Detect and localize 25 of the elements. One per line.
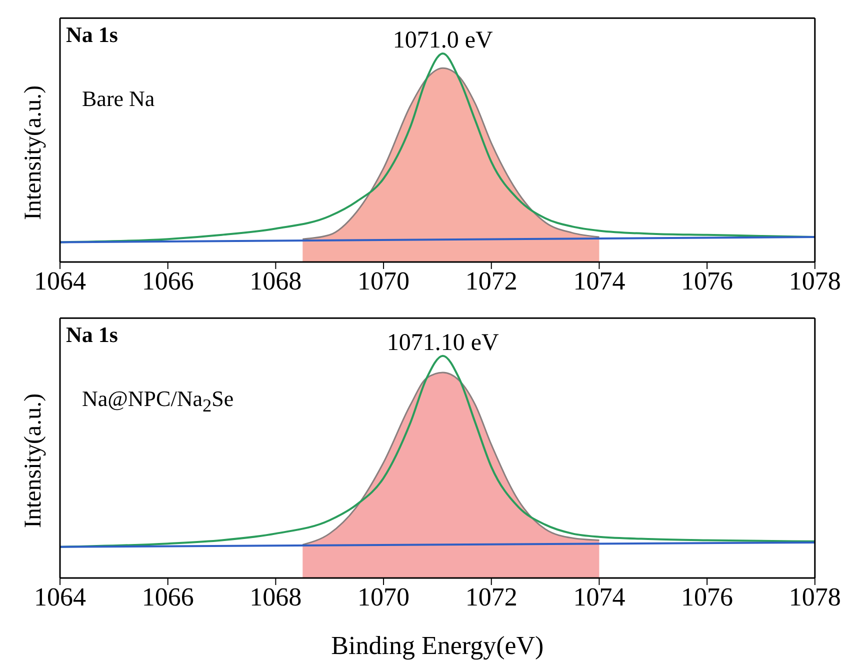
x-tick-label: 1064 [34, 266, 86, 296]
x-tick-label: 1064 [34, 582, 86, 612]
x-tick-label: 1074 [573, 582, 626, 612]
x-tick-label: 1076 [681, 582, 734, 612]
x-tick-label: 1066 [142, 266, 194, 296]
y-axis-title: Intensity(a.u.) [20, 85, 47, 220]
x-tick-label: 1072 [465, 266, 518, 296]
chart-title: Na 1s [66, 22, 118, 48]
x-tick-label: 1072 [465, 582, 518, 612]
x-tick-label: 1078 [788, 582, 841, 612]
x-axis-title: Binding Energy(eV) [331, 631, 544, 660]
x-tick-label: 1066 [142, 582, 194, 612]
annotation: 1071.10 eV [386, 330, 500, 356]
x-tick-label: 1070 [358, 582, 410, 612]
x-tick-label: 1070 [358, 266, 410, 296]
annotation: Bare Na [82, 86, 155, 112]
x-tick-label: 1076 [681, 266, 734, 296]
x-tick-label: 1068 [250, 582, 302, 612]
chart-title: Na 1s [66, 322, 118, 348]
x-tick-label: 1078 [788, 266, 841, 296]
x-tick-label: 1068 [250, 266, 302, 296]
y-axis-title: Intensity(a.u.) [20, 393, 47, 528]
annotation: Na@NPC/Na$_{2}$Se [82, 386, 234, 416]
annotation: 1071.0 eV [392, 28, 494, 54]
x-tick-label: 1074 [573, 266, 626, 296]
